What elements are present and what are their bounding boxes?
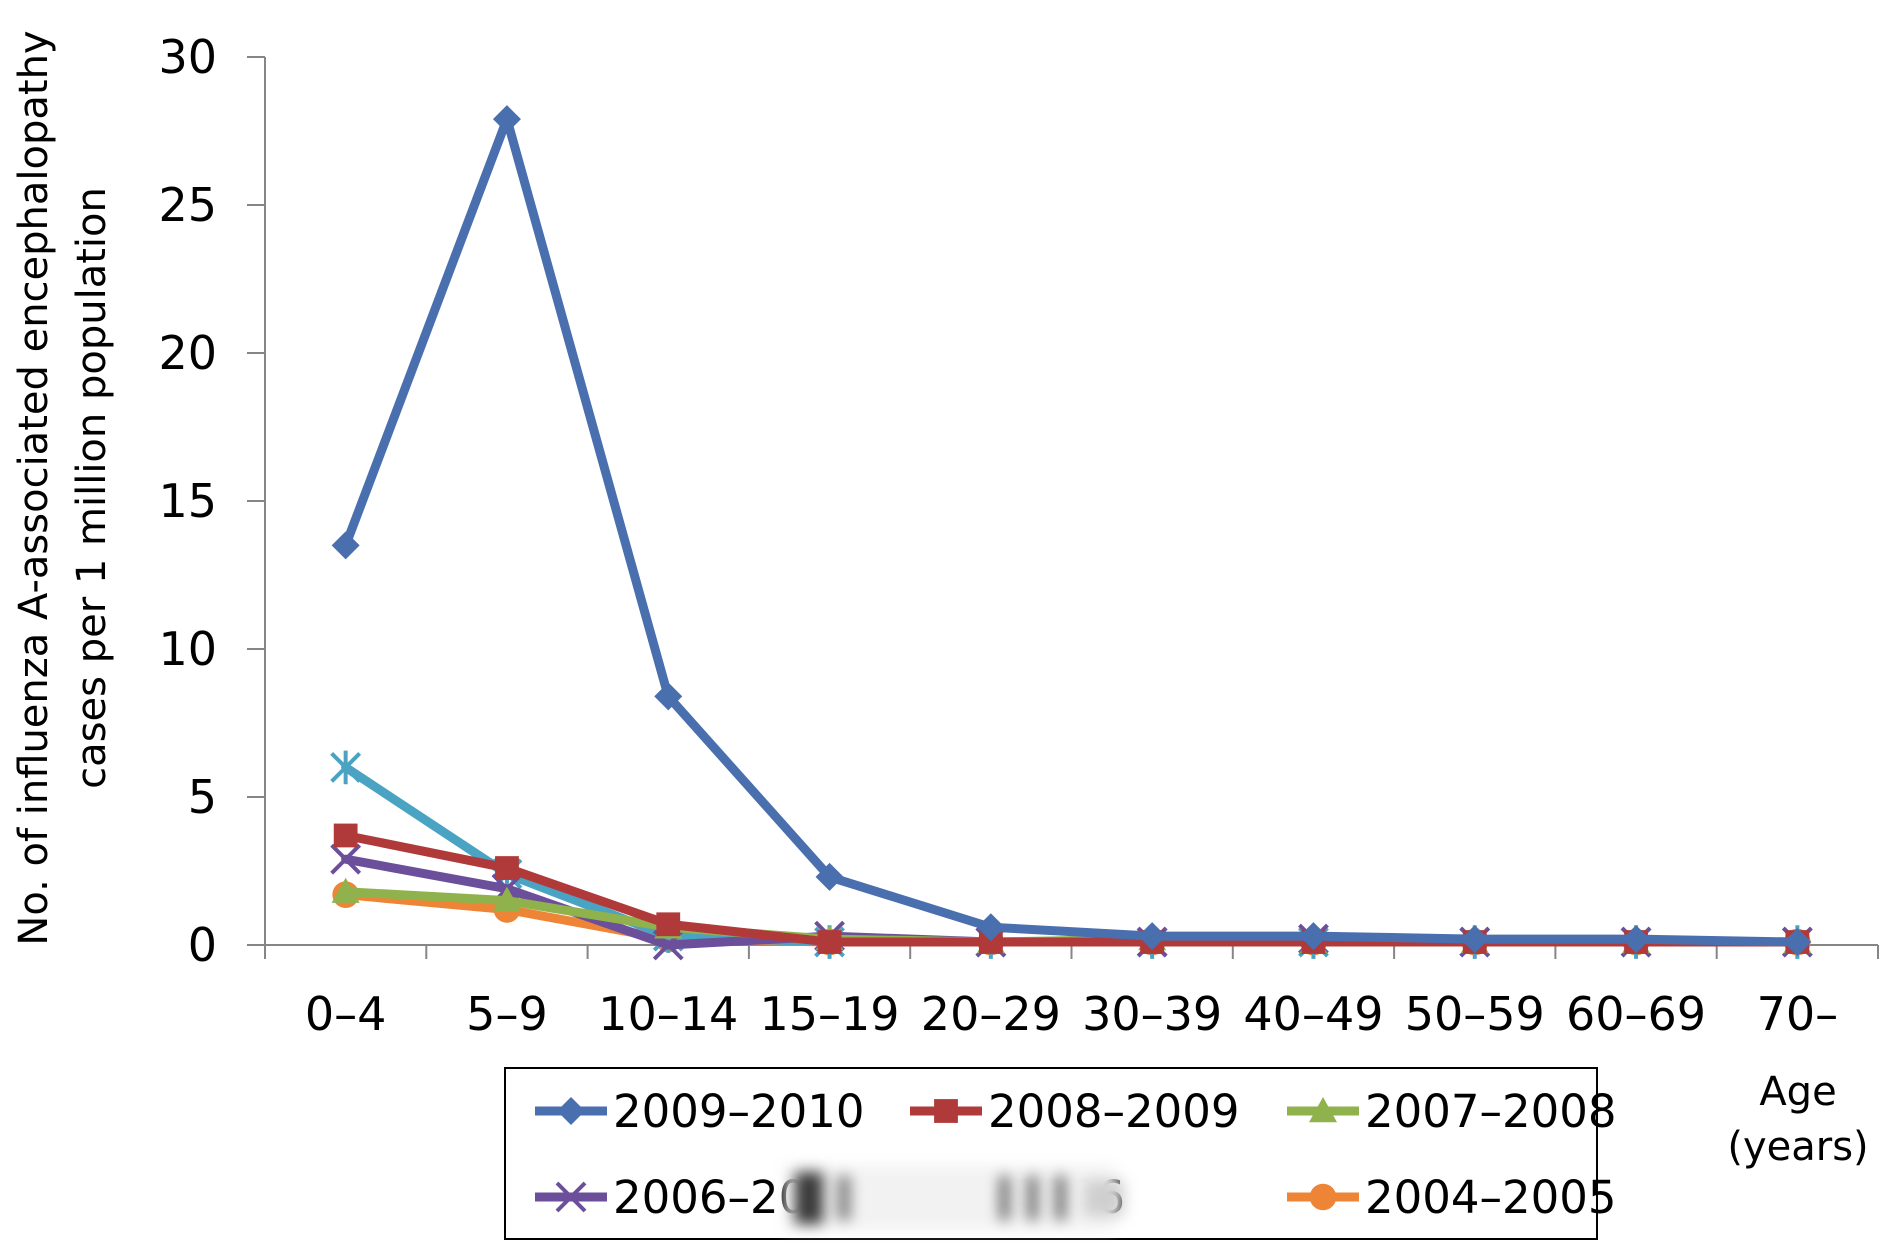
- y-axis-title-line-1: No. of influenza A-associated encephalop…: [11, 30, 57, 945]
- data-point: [1138, 922, 1167, 951]
- x-tick-label: 10–14: [598, 987, 738, 1041]
- data-point: [978, 930, 1003, 954]
- legend-marker: [1309, 1183, 1337, 1211]
- data-point: [1299, 922, 1328, 951]
- legend-entry: 2008–2009: [910, 1085, 1240, 1138]
- x-tick-label: 5–9: [466, 987, 548, 1041]
- data-point: [656, 912, 681, 937]
- data-point: [1460, 925, 1489, 954]
- y-tick-label: 0: [188, 918, 217, 972]
- data-point: [1783, 928, 1812, 957]
- data-point: [492, 886, 521, 912]
- legend-label: 2009–2010: [613, 1085, 865, 1138]
- legend-marker: [555, 1181, 587, 1213]
- legend: 2009–20102008–20092007–20082006–20–20062…: [504, 1067, 1617, 1240]
- legend-label: 2008–2009: [988, 1085, 1240, 1138]
- x-tick-label: 60–69: [1566, 987, 1706, 1041]
- data-point: [495, 856, 519, 880]
- y-tick-label: 25: [158, 178, 217, 232]
- legend-entry: 2004–2005: [1287, 1171, 1617, 1224]
- x-axis-title-line-1: Age: [1759, 1069, 1836, 1115]
- x-tick-label: 40–49: [1243, 987, 1383, 1041]
- data-point: [330, 843, 362, 875]
- x-tick-label: 70–: [1757, 987, 1839, 1041]
- series-line: [341, 114, 1802, 947]
- x-axis-title-line-2: (years): [1727, 1124, 1868, 1170]
- x-tick-label: 50–59: [1405, 987, 1545, 1041]
- y-axis-title: No. of influenza A-associated encephalop…: [11, 30, 115, 945]
- legend-label: 2007–2008: [1365, 1085, 1617, 1138]
- data-point: [330, 750, 362, 785]
- legend-entry: 2009–2010: [535, 1085, 865, 1138]
- x-tick-label: 0–4: [305, 987, 387, 1041]
- blurred-region: [785, 1166, 1124, 1230]
- y-axis-title-line-2: cases per 1 million population: [69, 187, 115, 789]
- legend-marker: [1309, 1097, 1337, 1123]
- y-tick-label: 10: [158, 622, 217, 676]
- series-layer: [330, 105, 1813, 961]
- x-tick-label: 30–39: [1082, 987, 1222, 1041]
- x-tick-label: 20–29: [921, 987, 1061, 1041]
- y-tick-label: 15: [158, 474, 217, 528]
- data-point: [331, 877, 360, 903]
- data-point: [817, 930, 842, 954]
- data-point: [492, 105, 521, 134]
- x-tick-label: 15–19: [760, 987, 900, 1041]
- legend-label: 2004–2005: [1365, 1171, 1617, 1224]
- y-tick-label: 5: [188, 770, 217, 824]
- axes: 0 5 10 15 20 25 30 0–4 5–9 10–14 15–19 20–29 30–39 40…: [158, 30, 1879, 1041]
- data-point: [1622, 925, 1651, 954]
- y-tick-label: 20: [158, 326, 217, 380]
- legend-label: 2006–20: [613, 1171, 807, 1224]
- data-point: [333, 823, 358, 848]
- data-point: [331, 531, 360, 560]
- series-line: [341, 830, 1802, 947]
- legend-entry: 2006–20: [535, 1171, 807, 1224]
- legend-entry: 2007–2008: [1287, 1085, 1617, 1138]
- legend-marker: [557, 1097, 585, 1125]
- series-0: [331, 105, 1812, 957]
- y-tick-label: 30: [158, 30, 217, 84]
- data-point: [654, 682, 683, 711]
- legend-marker: [934, 1099, 958, 1123]
- data-point: [815, 862, 844, 891]
- x-axis-title: Age (years): [1727, 1069, 1868, 1170]
- data-point: [976, 913, 1005, 942]
